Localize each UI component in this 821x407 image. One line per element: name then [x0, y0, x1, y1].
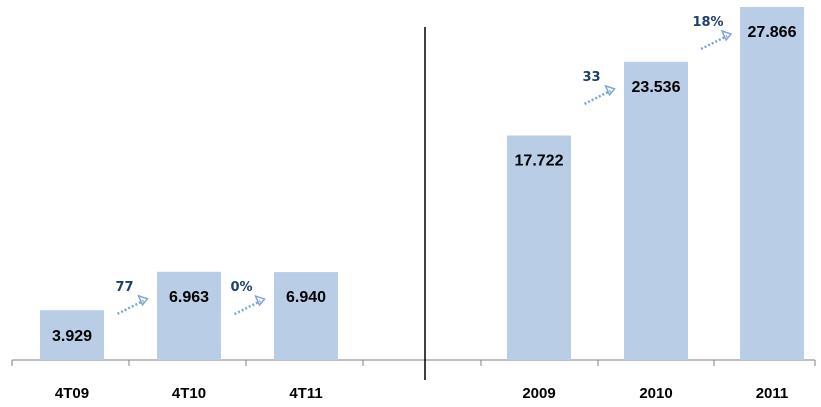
growth-arrow [116, 299, 145, 315]
bar-value-label: 23.536 [632, 79, 681, 96]
axis-layer [11, 27, 816, 380]
category-label: 2009 [522, 385, 555, 402]
growth-layer: 77 0% 33 18% [115, 15, 733, 316]
category-label: 4T09 [55, 385, 89, 402]
bar [274, 272, 338, 360]
growth-arrowhead [137, 294, 149, 307]
growth-arrow [700, 34, 728, 51]
bar [40, 310, 104, 360]
growth-arrow [233, 299, 262, 316]
growth-label: 18% [692, 15, 723, 30]
growth-label: 77 [115, 280, 133, 295]
growth-arrowhead [604, 84, 616, 97]
bar-value-label: 3.929 [52, 328, 92, 345]
bar [507, 135, 571, 360]
bar [157, 271, 221, 360]
bar-value-label: 6.940 [286, 289, 326, 306]
growth-label: 33 [582, 70, 600, 85]
growth-label: 0% [230, 280, 252, 295]
bar [624, 61, 688, 360]
bar [740, 7, 804, 360]
bar-value-label: 17.722 [515, 153, 564, 170]
growth-arrowhead [254, 294, 266, 307]
bar-value-label: 27.866 [748, 24, 797, 41]
labels-layer: 3.929 4T09 6.963 4T10 6.940 4T11 17.722 2009 23.… [52, 24, 797, 402]
category-label: 2011 [756, 385, 789, 402]
bar-value-label: 6.963 [169, 289, 209, 306]
category-label: 2010 [639, 385, 672, 402]
category-label: 4T10 [172, 385, 206, 402]
category-label: 4T11 [289, 385, 322, 402]
growth-arrowhead [720, 29, 733, 42]
growth-arrow [583, 89, 612, 105]
bars-layer [40, 7, 804, 360]
